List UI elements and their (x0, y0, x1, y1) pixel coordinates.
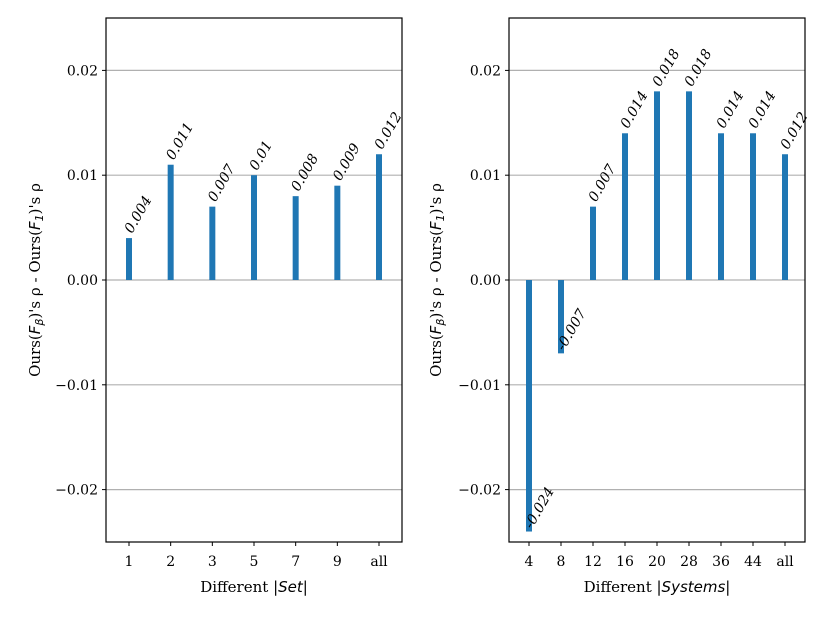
bar-value-label: 0.014 (746, 89, 780, 132)
chart-panel-1: −0.02 −0.01 0.00 0.01 0.02 0.004 1 0.011 2 0.007 3… (26, 17, 406, 596)
x-tick-label: all (776, 554, 794, 570)
x-tick-label: 8 (557, 554, 566, 570)
x-tick-label: 20 (648, 554, 666, 570)
y-tick-label: 0.02 (67, 63, 98, 79)
bar-value-label: 0.004 (122, 193, 156, 236)
bar-28 (686, 91, 692, 280)
bar-value-label: 0.012 (372, 109, 406, 152)
x-tick-label: 2 (166, 554, 175, 570)
plot-frame (105, 17, 403, 543)
x-tick-label: 7 (291, 554, 300, 570)
bar-value-label: 0.007 (205, 162, 239, 205)
y-tick-label: −0.01 (55, 378, 98, 394)
y-tick-label: 0.00 (67, 273, 98, 289)
bar-5 (251, 175, 257, 280)
y-tick-label: −0.02 (55, 483, 98, 499)
y-tick-label: −0.02 (458, 483, 501, 499)
bar-8 (558, 280, 564, 354)
bar-12 (590, 206, 596, 280)
x-axis-label: Different |Set| (200, 578, 308, 596)
bar-value-label: 0.018 (650, 47, 684, 90)
x-tick-label: all (370, 554, 388, 570)
y-tick-label: 0.02 (470, 63, 501, 79)
bar-20 (654, 91, 660, 280)
x-tick-label: 36 (712, 554, 730, 570)
bar-36 (718, 133, 724, 280)
bar-value-label: 0.009 (330, 141, 364, 184)
x-tick-label: 3 (208, 554, 217, 570)
bar-all (376, 154, 382, 280)
x-tick-label: 1 (125, 554, 134, 570)
y-tick-label: −0.01 (458, 378, 501, 394)
bar-value-label: 0.008 (288, 151, 322, 194)
x-tick-label: 44 (744, 554, 762, 570)
bar-9 (334, 185, 341, 280)
bar-3 (209, 206, 216, 280)
x-tick-label: 12 (584, 554, 602, 570)
x-axis-label: Different |Systems| (584, 578, 731, 596)
y-tick-label: 0.00 (470, 273, 501, 289)
x-tick-label: 28 (680, 554, 698, 570)
y-tick-label: 0.01 (470, 168, 501, 184)
bar-2 (167, 164, 174, 280)
bar-all (782, 154, 788, 280)
chart-panel-2: −0.02−0.010.000.010.02-0.0244-0.00780.00… (427, 17, 812, 596)
bar-value-label: 0.014 (714, 89, 748, 132)
y-axis-label: Ours(Fβ)'s ρ - Ours(F1)'s ρ (26, 183, 46, 377)
y-tick-label: 0.01 (67, 168, 98, 184)
bar-value-label: 0.011 (163, 120, 197, 163)
x-tick-label: 5 (250, 554, 259, 570)
plot-frame (508, 17, 806, 543)
bar-value-label: 0.014 (618, 89, 652, 132)
bar-4 (526, 280, 532, 532)
x-tick-label: 9 (333, 554, 342, 570)
x-tick-label: 4 (525, 554, 534, 570)
bar-7 (292, 196, 299, 280)
bar-1 (126, 238, 132, 280)
bar-value-label: 0.012 (778, 109, 812, 152)
bar-value-label: 0.007 (586, 162, 620, 205)
x-tick-label: 16 (616, 554, 634, 570)
bar-44 (750, 133, 756, 280)
bar-value-label: 0.01 (247, 138, 276, 173)
bar-16 (622, 133, 628, 280)
y-axis-label: Ours(Fβ)'s ρ - Ours(F1)'s ρ (427, 183, 447, 377)
bar-value-label: 0.018 (682, 47, 716, 90)
